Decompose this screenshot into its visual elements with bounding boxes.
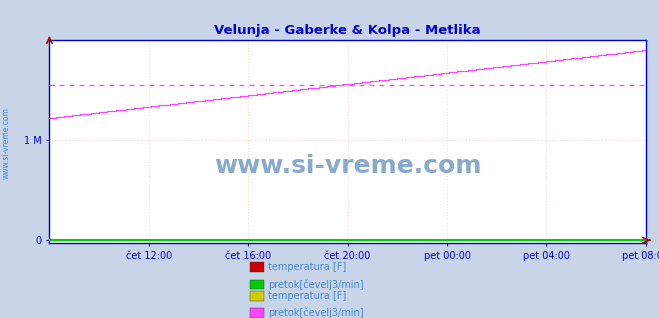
Text: pretok[čevelj3/min]: pretok[čevelj3/min] — [268, 308, 364, 318]
Text: www.si-vreme.com: www.si-vreme.com — [214, 154, 481, 178]
Text: www.si-vreme.com: www.si-vreme.com — [2, 107, 11, 179]
Text: temperatura [F]: temperatura [F] — [268, 291, 347, 301]
Text: pretok[čevelj3/min]: pretok[čevelj3/min] — [268, 279, 364, 290]
Text: temperatura [F]: temperatura [F] — [268, 262, 347, 272]
Title: Velunja - Gaberke & Kolpa - Metlika: Velunja - Gaberke & Kolpa - Metlika — [214, 24, 481, 37]
